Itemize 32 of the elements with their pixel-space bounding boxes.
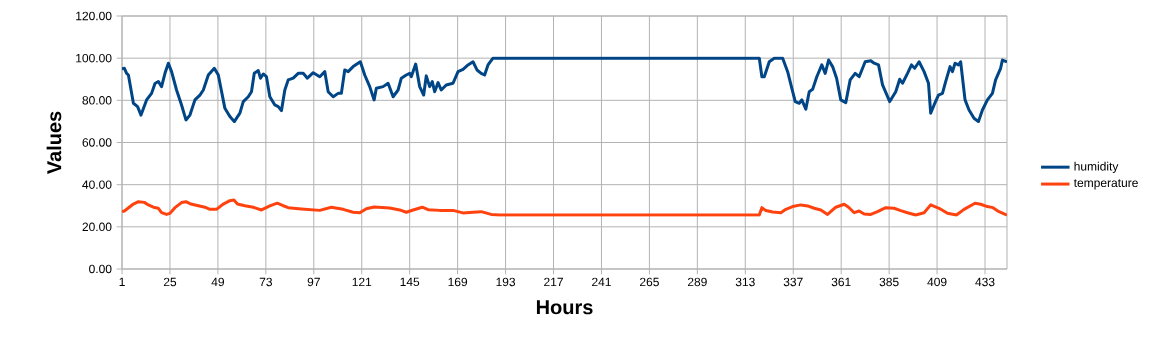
x-tick-label: 121 [352,277,372,287]
x-tick-label: 337 [783,277,803,287]
x-tick-label: 361 [831,277,851,287]
x-axis-title: Hours [536,300,593,315]
x-tick-label: 145 [400,277,420,287]
y-tick-label: 20.00 [82,222,112,232]
y-tick-label: 120.00 [76,11,112,21]
x-tick-label: 193 [496,277,516,287]
y-tick-label: 100.00 [76,53,112,63]
y-tick-label: 0.00 [89,264,112,274]
x-tick-label: 241 [592,277,611,287]
y-tick-label: 60.00 [82,138,112,147]
x-tick-label: 1 [119,277,125,286]
y-tick-label: 40.00 [82,180,112,189]
line-series [122,198,1007,217]
x-tick-label: 433 [975,277,995,287]
x-tick-label: 73 [259,277,272,287]
x-tick-label: 25 [163,277,177,287]
x-tick-label: 385 [879,277,899,287]
x-tick-label: 313 [735,277,755,287]
x-tick-label: 49 [211,277,225,287]
x-tick-label: 169 [448,277,468,287]
y-axis-title: Values [46,111,62,175]
line-series [122,56,1007,124]
legend-label: temperature [1073,179,1138,190]
y-tick-label: 80.00 [82,96,112,105]
x-tick-label: 217 [544,277,563,287]
x-tick-label: 289 [687,277,707,287]
x-tick-label: 409 [927,277,947,287]
x-tick-label: 97 [307,277,320,287]
x-tick-label: 265 [640,277,659,287]
legend-label: humidity [1074,161,1119,174]
